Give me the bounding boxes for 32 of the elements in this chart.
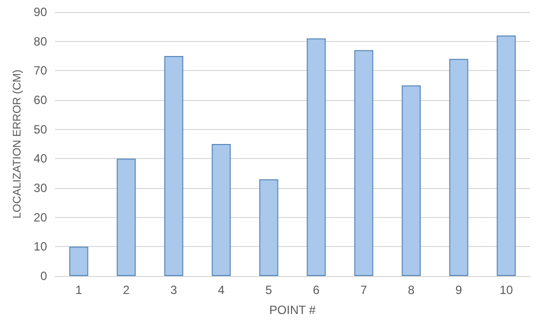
bar [212, 144, 231, 276]
bar [164, 56, 184, 276]
bar [402, 85, 421, 276]
y-axis-title: LOCALIZATION ERROR (CM) [11, 70, 24, 218]
y-tick-label: 30 [34, 181, 48, 195]
x-tick-label: 6 [312, 283, 320, 297]
bar [116, 158, 136, 276]
bar [259, 179, 278, 276]
bar [496, 35, 516, 276]
x-tick-label: 9 [455, 283, 462, 297]
bar [306, 38, 326, 276]
x-tick-label: 8 [408, 283, 415, 297]
bar [354, 50, 374, 276]
y-tick-label: 20 [34, 210, 48, 224]
y-tick-label: 60 [34, 93, 48, 107]
x-axis-title: POINT # [269, 303, 316, 317]
x-tick-label: 7 [360, 283, 368, 297]
x-tick-label: 5 [265, 283, 272, 297]
bar [449, 58, 468, 276]
y-tick-label: 80 [34, 34, 48, 48]
x-tick-label: 1 [75, 283, 82, 297]
bar [69, 246, 88, 276]
x-tick-label: 4 [218, 283, 225, 297]
y-tick-label: 50 [34, 122, 48, 136]
y-tick-label: 0 [40, 269, 48, 283]
y-tick-label: 70 [34, 64, 48, 78]
x-tick-label: 3 [170, 283, 178, 297]
x-tick-label: 2 [122, 283, 130, 297]
y-tick-label: 40 [34, 152, 48, 166]
y-tick-label: 10 [34, 240, 48, 254]
y-tick-label: 90 [34, 5, 48, 19]
x-tick-label: 10 [500, 283, 514, 297]
